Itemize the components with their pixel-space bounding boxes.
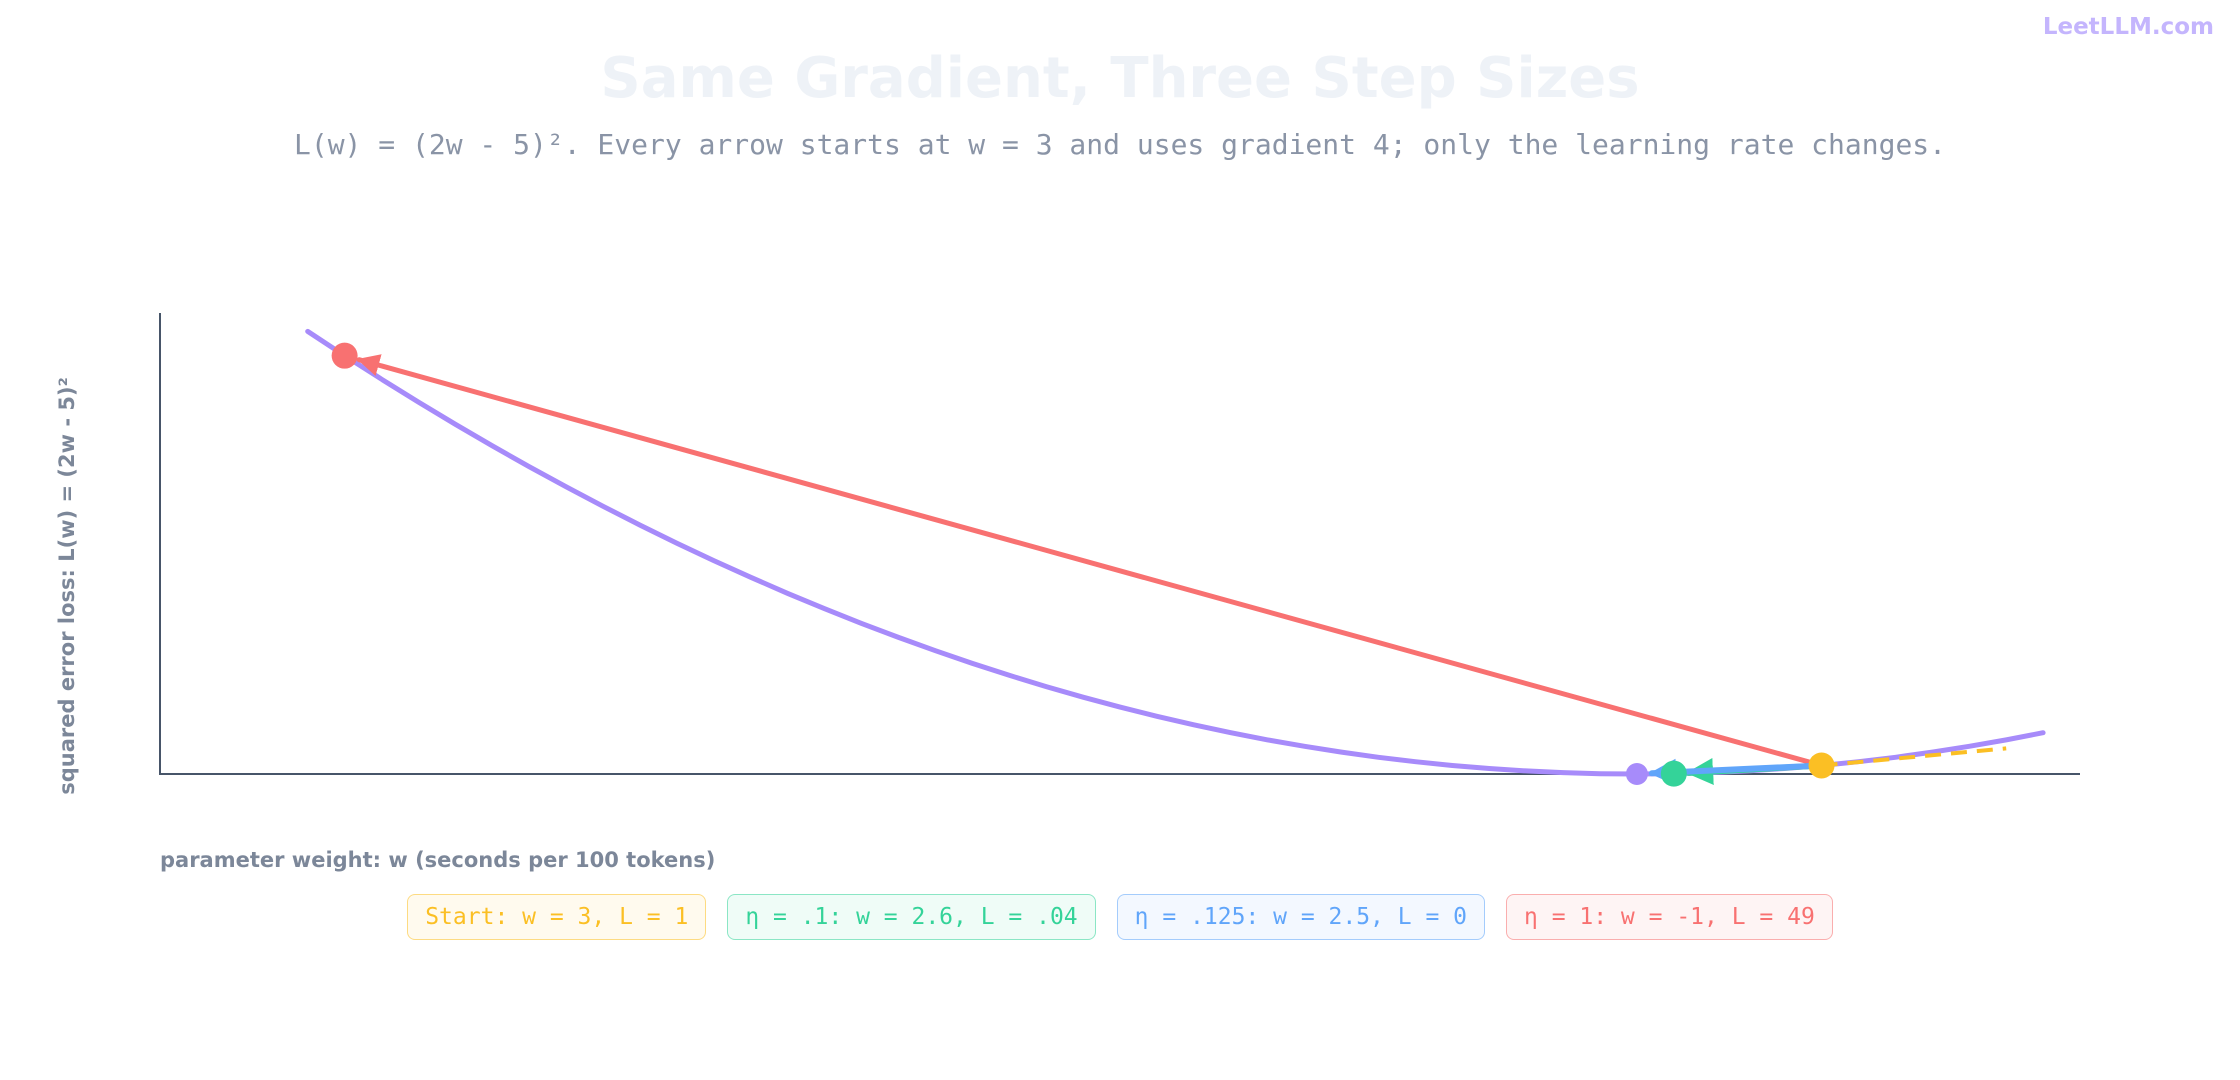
gradient-tangent	[1821, 746, 2007, 768]
chart-title: Same Gradient, Three Step Sizes	[600, 46, 1640, 111]
chart-subtitle: L(w) = (2w - 5)². Every arrow starts at …	[293, 128, 1947, 161]
legend-item: η = 1: w = -1, L = 49	[1506, 894, 1833, 940]
step-point	[1808, 752, 1835, 779]
legend-item: η = .125: w = 2.5, L = 0	[1116, 894, 1485, 940]
brand-logo[interactable]: LeetLLM.com	[2042, 14, 2214, 40]
legend: Start: w = 3, L = 1 η = .1: w = 2.6, L = …	[0, 894, 2240, 940]
loss-curve	[305, 328, 2046, 777]
step-point	[1625, 763, 1648, 785]
step-point	[331, 342, 358, 369]
step-point	[1660, 760, 1687, 787]
step-arrow	[356, 354, 1825, 768]
x-axis-label: parameter weight: w (seconds per 100 tok…	[160, 848, 716, 872]
legend-item: Start: w = 3, L = 1	[407, 894, 707, 940]
y-axis-label: squared error loss: L(w) = (2w - 5)²	[55, 377, 79, 795]
legend-item: η = .1: w = 2.6, L = .04	[727, 894, 1096, 940]
